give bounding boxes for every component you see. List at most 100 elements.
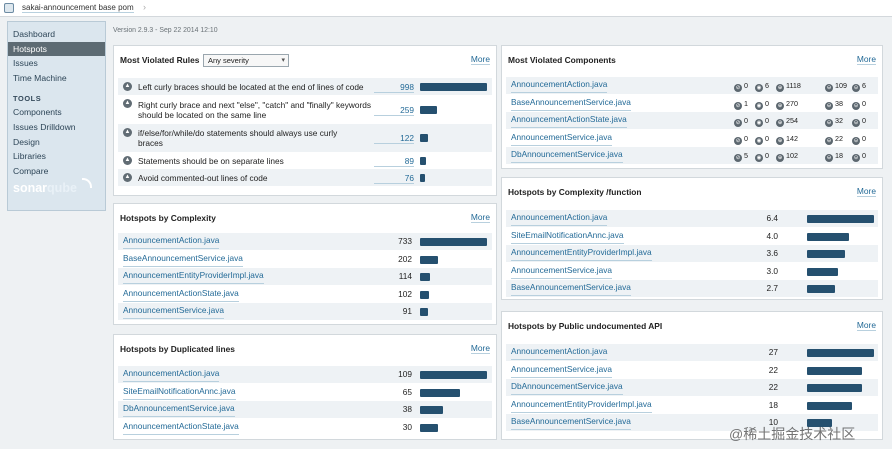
file-link[interactable]: AnnouncementAction.java bbox=[511, 344, 608, 360]
rule-text: Left curly braces should be located at t… bbox=[138, 81, 364, 92]
rule-row[interactable]: ▲ Right curly brace and next "else", "cat… bbox=[118, 95, 492, 124]
severity-select-value: Any severity bbox=[208, 56, 249, 65]
more-link[interactable]: More bbox=[470, 343, 490, 354]
minor-severity-icon: ⊖ bbox=[825, 119, 833, 127]
rule-count-link[interactable]: 259 bbox=[374, 105, 414, 116]
file-link[interactable]: AnnouncementEntityProviderImpl.java bbox=[511, 245, 652, 261]
critical-issues[interactable]: ◉ 0 bbox=[755, 112, 769, 129]
minor-issues[interactable]: ⊖ 22 bbox=[825, 130, 843, 147]
more-link[interactable]: More bbox=[470, 54, 490, 65]
critical-issues[interactable]: ◉ 0 bbox=[755, 147, 769, 164]
file-link[interactable]: SiteEmailNotificationAnnc.java bbox=[123, 384, 236, 400]
rule-count-link[interactable]: 76 bbox=[374, 173, 414, 184]
rule-count-link[interactable]: 122 bbox=[374, 133, 414, 144]
file-link[interactable]: BaseAnnouncementService.java bbox=[511, 414, 631, 430]
chevron-down-icon: ▾ bbox=[281, 57, 285, 64]
major-issues[interactable]: ⊕ 270 bbox=[776, 95, 798, 112]
metric-bar bbox=[807, 401, 852, 410]
major-severity-icon: ⊕ bbox=[776, 119, 784, 127]
file-link[interactable]: AnnouncementEntityProviderImpl.java bbox=[511, 397, 652, 413]
sidebar-item-libraries[interactable]: Libraries bbox=[13, 151, 46, 162]
metric-bar bbox=[807, 419, 832, 427]
rule-count-link[interactable]: 89 bbox=[374, 156, 414, 167]
file-link[interactable]: BaseAnnouncementService.java bbox=[511, 280, 631, 296]
major-issues[interactable]: ⊕ 102 bbox=[776, 147, 798, 164]
file-link[interactable]: AnnouncementEntityProviderImpl.java bbox=[123, 268, 264, 284]
severity-select[interactable]: Any severity ▾ bbox=[203, 54, 289, 67]
critical-count: 0 bbox=[765, 98, 769, 108]
hotspot-row: AnnouncementEntityProviderImpl.java 3.6 bbox=[506, 245, 878, 262]
critical-issues[interactable]: ◉ 0 bbox=[755, 130, 769, 147]
rule-row[interactable]: ▲ Statements should be on separate lines 8… bbox=[118, 152, 492, 169]
sidebar-item-design[interactable]: Design bbox=[13, 136, 40, 147]
file-link[interactable]: AnnouncementAction.java bbox=[511, 77, 608, 93]
file-link[interactable]: AnnouncementAction.java bbox=[123, 233, 220, 249]
component-row: AnnouncementAction.java ⊘ 0 ◉ 6 ⊕ 1118 ⊖ 109 ⊝ 6 bbox=[506, 77, 878, 94]
blocker-issues[interactable]: ⊘ 0 bbox=[734, 77, 748, 94]
sidebar-item-components[interactable]: Components bbox=[13, 107, 62, 118]
file-link[interactable]: SiteEmailNotificationAnnc.java bbox=[511, 228, 624, 244]
more-link[interactable]: More bbox=[856, 54, 876, 65]
file-link[interactable]: BaseAnnouncementService.java bbox=[123, 251, 243, 267]
more-link[interactable]: More bbox=[470, 212, 490, 223]
file-link[interactable]: AnnouncementService.java bbox=[511, 130, 613, 146]
blocker-severity-icon: ⊘ bbox=[734, 84, 742, 92]
rule-count-bar bbox=[420, 105, 438, 114]
file-link[interactable]: DbAnnouncementService.java bbox=[123, 401, 235, 417]
metric-bar bbox=[420, 290, 430, 299]
blocker-issues[interactable]: ⊘ 0 bbox=[734, 112, 748, 129]
major-issues[interactable]: ⊕ 142 bbox=[776, 130, 798, 147]
hotspot-row: SiteEmailNotificationAnnc.java 4.0 bbox=[506, 228, 878, 245]
sidebar: Dashboard Hotspots Issues Time Machine T… bbox=[7, 21, 106, 211]
metric-value: 38 bbox=[402, 404, 412, 414]
more-link[interactable]: More bbox=[856, 320, 876, 331]
hotspot-row: AnnouncementAction.java 109 bbox=[118, 366, 492, 383]
file-link[interactable]: DbAnnouncementService.java bbox=[511, 147, 623, 163]
info-count: 0 bbox=[862, 133, 866, 143]
sidebar-item-time-machine[interactable]: Time Machine bbox=[13, 72, 67, 83]
info-issues[interactable]: ⊝ 6 bbox=[852, 77, 866, 94]
file-link[interactable]: AnnouncementActionState.java bbox=[123, 286, 239, 302]
critical-issues[interactable]: ◉ 0 bbox=[755, 95, 769, 112]
file-link[interactable]: AnnouncementActionState.java bbox=[511, 112, 627, 128]
sidebar-item-issues-drilldown[interactable]: Issues Drilldown bbox=[13, 121, 76, 132]
metric-value: 3.0 bbox=[766, 265, 778, 276]
major-issues[interactable]: ⊕ 254 bbox=[776, 112, 798, 129]
minor-issues[interactable]: ⊖ 32 bbox=[825, 112, 843, 129]
breadcrumb-project[interactable]: sakai-announcement base pom bbox=[22, 3, 134, 13]
minor-issues[interactable]: ⊖ 109 bbox=[825, 77, 847, 94]
info-issues[interactable]: ⊝ 0 bbox=[852, 130, 866, 147]
sidebar-item-issues[interactable]: Issues bbox=[13, 58, 38, 69]
rule-row[interactable]: ▲ if/else/for/while/do statements should … bbox=[118, 124, 492, 152]
file-link[interactable]: BaseAnnouncementService.java bbox=[511, 95, 631, 111]
file-link[interactable]: AnnouncementService.java bbox=[511, 362, 613, 378]
file-link[interactable]: AnnouncementAction.java bbox=[123, 366, 220, 382]
info-issues[interactable]: ⊝ 0 bbox=[852, 147, 866, 164]
sonarqube-logo[interactable]: sonarqube bbox=[13, 178, 105, 201]
more-link[interactable]: More bbox=[856, 186, 876, 197]
minor-issues[interactable]: ⊖ 38 bbox=[825, 95, 843, 112]
sidebar-item-dashboard[interactable]: Dashboard bbox=[13, 29, 56, 39]
hotspot-row: AnnouncementActionState.java 30 bbox=[118, 419, 492, 436]
info-count: 0 bbox=[862, 116, 866, 125]
file-link[interactable]: AnnouncementAction.java bbox=[511, 210, 608, 226]
rule-row[interactable]: ▲ Left curly braces should be located at … bbox=[118, 78, 492, 95]
file-link[interactable]: AnnouncementService.java bbox=[511, 263, 613, 279]
info-issues[interactable]: ⊝ 0 bbox=[852, 95, 866, 112]
blocker-issues[interactable]: ⊘ 5 bbox=[734, 147, 748, 164]
minor-issues[interactable]: ⊖ 18 bbox=[825, 147, 843, 164]
file-link[interactable]: DbAnnouncementService.java bbox=[511, 379, 623, 395]
rule-row[interactable]: ▲ Avoid commented-out lines of code 76 bbox=[118, 169, 492, 186]
major-issues[interactable]: ⊕ 1118 bbox=[776, 77, 801, 94]
file-link[interactable]: AnnouncementService.java bbox=[123, 303, 225, 319]
rule-count-link[interactable]: 998 bbox=[374, 82, 414, 93]
file-link[interactable]: AnnouncementActionState.java bbox=[123, 419, 239, 435]
sidebar-item-hotspots[interactable]: Hotspots bbox=[8, 41, 105, 57]
sidebar-item-compare[interactable]: Compare bbox=[13, 165, 49, 176]
info-issues[interactable]: ⊝ 0 bbox=[852, 112, 866, 129]
severity-icon: ▲ bbox=[123, 156, 132, 165]
major-severity-icon: ⊕ bbox=[776, 101, 784, 110]
critical-issues[interactable]: ◉ 6 bbox=[755, 77, 769, 94]
blocker-issues[interactable]: ⊘ 1 bbox=[734, 95, 748, 112]
blocker-issues[interactable]: ⊘ 0 bbox=[734, 130, 748, 147]
